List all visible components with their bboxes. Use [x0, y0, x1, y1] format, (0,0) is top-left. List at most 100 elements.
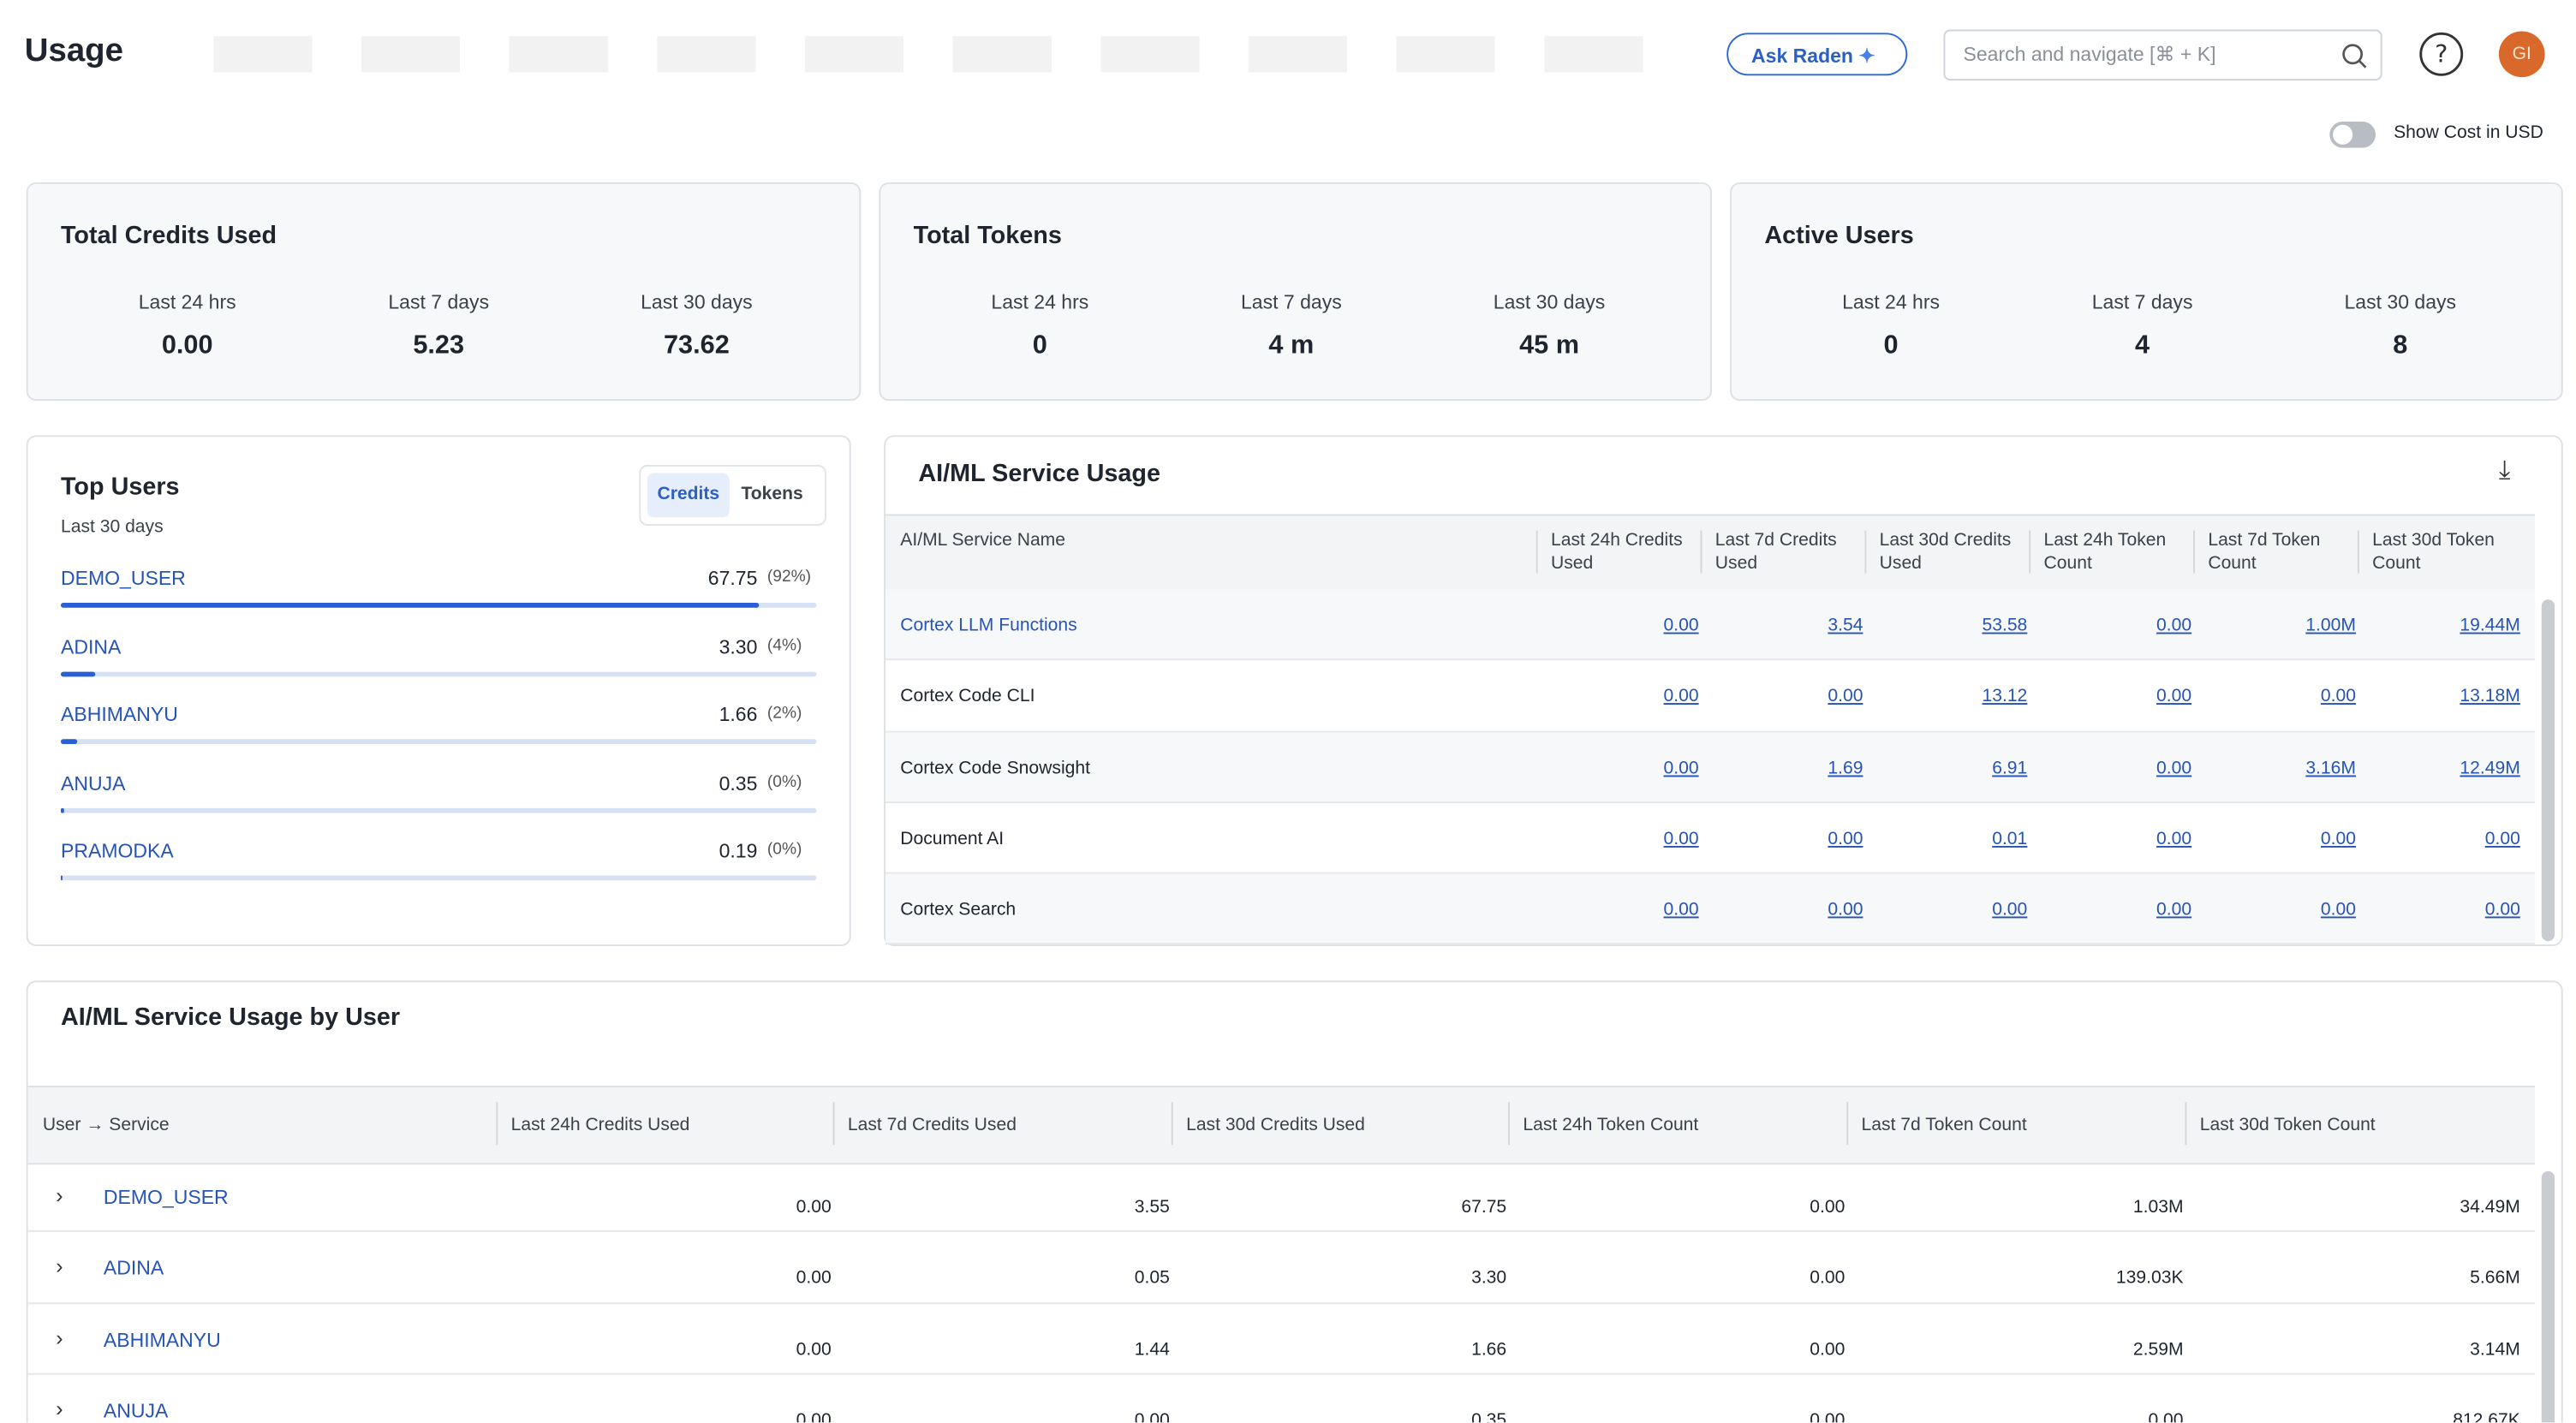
column-header: Last 24h Token Count — [2043, 530, 2167, 574]
metric-label: Last 30 days — [2344, 290, 2457, 314]
table-card: AI/ML Service Usage AI/ML Service Name Las… — [884, 435, 2563, 946]
cell-value[interactable]: 1.00M — [2305, 616, 2356, 636]
cell-value: 0.00 — [1134, 1410, 1170, 1423]
cell-value[interactable]: 0.00 — [2156, 758, 2192, 778]
column-header: AI/ML Service Name — [900, 530, 1066, 551]
expand-chevron[interactable]: › — [56, 1396, 63, 1421]
cell-value[interactable]: 53.58 — [1982, 616, 2028, 636]
cell-value[interactable]: 0.00 — [2484, 829, 2520, 849]
cell-value[interactable]: 0.00 — [1828, 687, 1863, 707]
cell-value[interactable]: 0.00 — [2156, 829, 2192, 849]
search-box[interactable]: Search and navigate [⌘ + K] — [1943, 29, 2382, 81]
metric-label: Last 24 hrs — [991, 290, 1089, 314]
help-icon[interactable]: ? — [2418, 31, 2465, 77]
download-icon[interactable]: ⤓ — [2498, 456, 2511, 485]
tab[interactable]: Credits — [647, 473, 730, 518]
cell-value[interactable]: 13.18M — [2460, 687, 2520, 707]
service-name: Document AI — [900, 829, 1005, 849]
user-name[interactable]: ADINA — [60, 634, 122, 658]
cell-value[interactable]: 0.00 — [1828, 829, 1863, 849]
user-share: (0%) — [766, 773, 802, 792]
cell-value: 3.55 — [1134, 1197, 1170, 1218]
nav-tabs[interactable] — [213, 36, 1660, 73]
cell-value: 0.00 — [1810, 1268, 1846, 1289]
cell-value[interactable]: 0.00 — [2320, 900, 2356, 920]
user-name[interactable]: PRAMODKA — [60, 840, 174, 863]
cell-value: 67.75 — [1461, 1197, 1507, 1218]
user-name[interactable]: ABHIMANYU — [103, 1328, 221, 1352]
cell-value[interactable]: 12.49M — [2460, 758, 2520, 778]
column-header: Last 24h Credits Used — [510, 1115, 690, 1135]
cell-value[interactable]: 0.00 — [1663, 687, 1699, 707]
col-divider — [1535, 530, 1538, 574]
cell-value[interactable]: 0.00 — [2156, 687, 2192, 707]
cell-value[interactable]: 0.00 — [2320, 687, 2356, 707]
column-header: Last 7d Credits Used — [1714, 530, 1837, 574]
service-name: Cortex Search — [900, 900, 1017, 920]
table-row — [27, 1232, 2536, 1304]
ask-button[interactable]: Ask Raden ✦ — [1726, 33, 1908, 76]
tab[interactable]: Tokens — [741, 484, 803, 504]
column-header: Last 24h Credits Used — [1550, 530, 1683, 574]
cell-value[interactable]: 13.12 — [1982, 687, 2028, 707]
cell-value: 0.00 — [796, 1197, 832, 1218]
cell-value[interactable]: 0.00 — [2484, 900, 2520, 920]
user-value: 1.66 — [719, 703, 758, 727]
user-name[interactable]: ABHIMANYU — [60, 703, 178, 727]
cell-value[interactable]: 6.91 — [1992, 758, 2028, 778]
bar — [60, 739, 78, 745]
user-name[interactable]: ADINA — [103, 1257, 164, 1281]
summary-card: Total Credits Used Last 24 hrs 0.00 Last 7 … — [26, 182, 862, 402]
cell-value[interactable]: 3.16M — [2305, 758, 2356, 778]
cell-value[interactable]: 1.69 — [1828, 758, 1863, 778]
cell-value[interactable]: 0.00 — [1663, 616, 1699, 636]
cell-value: 0.00 — [1810, 1410, 1846, 1423]
user-share: (92%) — [766, 568, 812, 586]
avatar[interactable]: GI — [2498, 31, 2545, 78]
card-subtitle: Last 30 days — [60, 517, 164, 538]
user-name[interactable]: ANUJA — [60, 771, 126, 795]
user-name[interactable]: ANUJA — [103, 1399, 169, 1423]
user-name[interactable]: DEMO_USER — [103, 1186, 229, 1209]
cell-value: 34.49M — [2460, 1197, 2520, 1218]
metric-label: Last 30 days — [641, 290, 753, 314]
cell-value[interactable]: 0.01 — [1992, 829, 2028, 849]
cell-value[interactable]: 0.00 — [1663, 829, 1699, 849]
expand-chevron[interactable]: › — [56, 1182, 63, 1208]
service-name[interactable]: Cortex LLM Functions — [900, 616, 1077, 636]
scrollbar — [2541, 599, 2555, 942]
bar-track — [60, 670, 817, 676]
svg-text:?: ? — [2435, 39, 2448, 68]
cell-value: 0.00 — [796, 1410, 832, 1423]
cell-value[interactable]: 0.00 — [1828, 900, 1863, 920]
column-header: Last 30d Credits Used — [1879, 530, 2012, 574]
service-name: Cortex Code CLI — [900, 687, 1035, 707]
table-row — [886, 661, 2536, 732]
expand-chevron[interactable]: › — [56, 1325, 63, 1350]
cell-value[interactable]: 0.00 — [1992, 900, 2028, 920]
user-share: (0%) — [766, 841, 802, 860]
cell-value: 0.00 — [796, 1268, 832, 1289]
metric-value: 0 — [1032, 331, 1047, 360]
cell-value[interactable]: 0.00 — [2320, 829, 2356, 849]
column-header: Last 7d Credits Used — [847, 1115, 1017, 1135]
search-placeholder: Search and navigate [⌘ + K] — [1963, 42, 2216, 66]
metric-value: 0.00 — [161, 331, 213, 360]
cell-value[interactable]: 0.00 — [2156, 900, 2192, 920]
metric-label: Last 7 days — [1240, 290, 1342, 314]
cell-value[interactable]: 0.00 — [1663, 758, 1699, 778]
expand-chevron[interactable]: › — [56, 1253, 63, 1279]
cell-value[interactable]: 0.00 — [2156, 616, 2192, 636]
metric-label: Last 24 hrs — [138, 290, 236, 314]
service-name: Cortex Code Snowsight — [900, 758, 1090, 778]
metric-label: Last 30 days — [1493, 290, 1606, 314]
cell-value[interactable]: 19.44M — [2460, 616, 2520, 636]
cell-value: 812.67K — [2453, 1410, 2520, 1423]
bar — [60, 603, 760, 608]
toggle[interactable] — [2329, 121, 2376, 148]
cell-value: 3.30 — [1471, 1268, 1507, 1289]
cell-value[interactable]: 3.54 — [1828, 616, 1863, 636]
user-name[interactable]: DEMO_USER — [60, 566, 186, 590]
cell-value[interactable]: 0.00 — [1663, 900, 1699, 920]
card-title: Total Tokens — [913, 221, 1062, 250]
